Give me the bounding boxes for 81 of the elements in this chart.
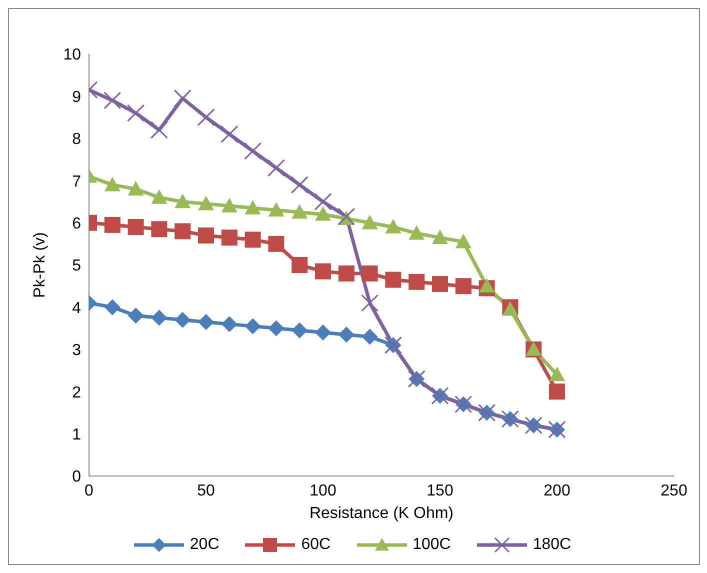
point: [292, 204, 308, 219]
point: [338, 208, 356, 226]
point: [221, 230, 238, 246]
point: [549, 366, 565, 382]
point: [292, 322, 308, 338]
point: [478, 278, 495, 292]
point: [385, 219, 402, 234]
y-tick-label: 5: [72, 258, 82, 275]
point: [150, 121, 168, 139]
point: [549, 384, 565, 400]
point: [220, 125, 238, 143]
y-tick-label: 6: [72, 215, 82, 232]
point: [362, 214, 378, 230]
point: [361, 294, 379, 312]
point: [151, 221, 168, 238]
point: [408, 225, 425, 240]
point: [292, 257, 308, 273]
point: [315, 263, 331, 280]
point: [198, 314, 214, 330]
x-tick-label: 250: [660, 482, 688, 500]
y-tick-label: 7: [72, 173, 82, 190]
y-tick-label: 0: [72, 468, 82, 486]
y-axis-title: Pk-Pk (v): [32, 232, 49, 298]
y-tick-label: 2: [72, 384, 82, 402]
point: [104, 216, 120, 233]
point: [268, 320, 284, 336]
point: [197, 108, 215, 126]
y-tick-label: 1: [72, 426, 82, 444]
legend-label: 60C: [301, 536, 331, 554]
point: [244, 142, 262, 160]
x-tick-label: 0: [84, 482, 94, 500]
point: [362, 265, 378, 282]
point: [221, 316, 238, 332]
y-tick-label: 3: [72, 342, 82, 360]
point: [104, 299, 120, 316]
y-tick-label: 9: [72, 88, 82, 106]
x-axis-title: Resistance (K Ohm): [309, 505, 454, 522]
point: [338, 265, 354, 282]
point: [151, 189, 168, 204]
point: [128, 308, 144, 324]
point: [198, 196, 214, 210]
point: [174, 223, 191, 240]
point: [338, 326, 354, 343]
point: [432, 276, 448, 292]
point: [315, 206, 331, 221]
point: [408, 274, 425, 290]
y-tick-label: 8: [72, 131, 82, 148]
point: [128, 181, 144, 196]
point: [455, 278, 472, 294]
x-tick-label: 150: [426, 482, 454, 500]
point: [432, 230, 448, 244]
point: [198, 227, 214, 244]
y-tick-label: 4: [72, 300, 82, 317]
point: [315, 324, 331, 341]
point: [104, 176, 120, 192]
legend-label: 20C: [190, 536, 220, 554]
legend-label: 100C: [412, 536, 451, 554]
y-tick-label: 10: [63, 46, 82, 64]
point: [221, 198, 238, 212]
point: [128, 219, 144, 236]
point: [362, 328, 378, 345]
legend-label: 180C: [532, 536, 572, 554]
point: [127, 104, 145, 122]
x-tick-label: 100: [310, 482, 336, 500]
point: [268, 202, 284, 217]
x-tick-label: 200: [544, 482, 570, 500]
point: [244, 200, 261, 214]
point: [455, 234, 472, 248]
point: [290, 176, 308, 194]
point: [244, 232, 261, 248]
point: [267, 159, 285, 177]
point: [174, 194, 191, 208]
point: [174, 312, 191, 328]
point: [174, 90, 192, 108]
point: [385, 272, 402, 288]
point: [314, 192, 332, 210]
point: [104, 92, 122, 110]
point: [244, 318, 261, 334]
point: [151, 310, 168, 326]
x-tick-label: 50: [197, 482, 215, 500]
point: [268, 236, 284, 252]
